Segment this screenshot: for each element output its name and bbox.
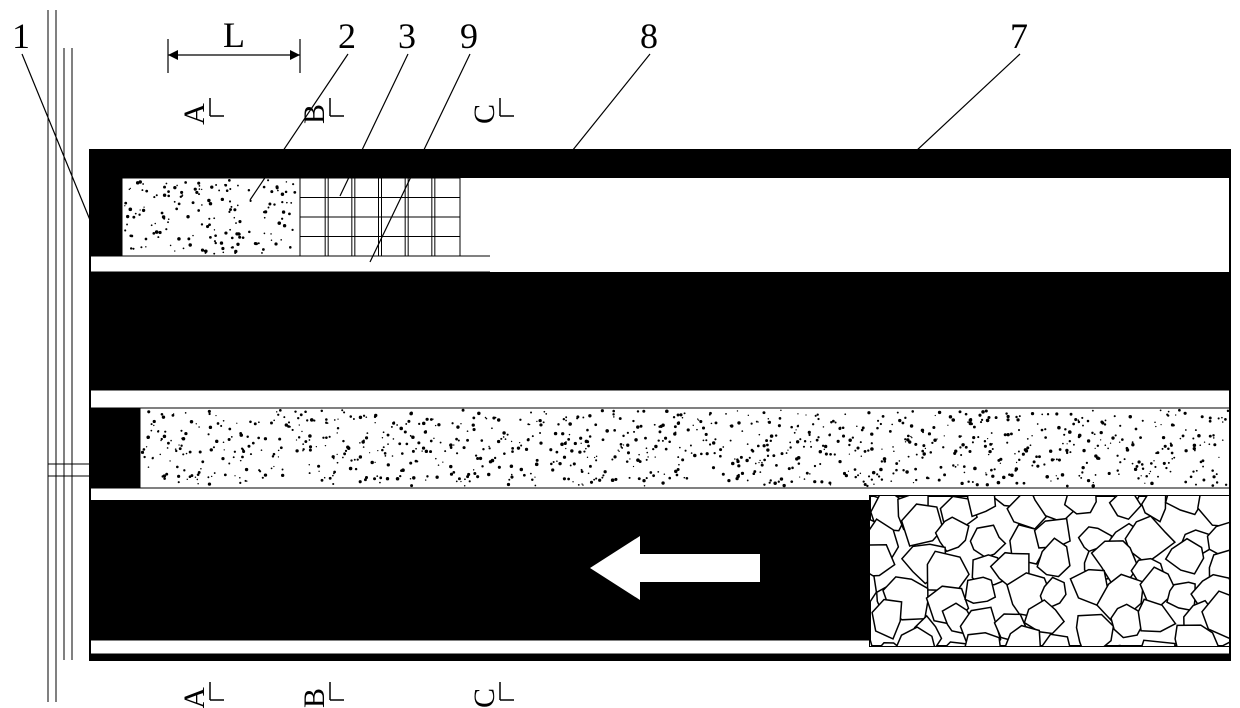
section-bot-label-B: B <box>298 688 331 708</box>
upper-white-channel <box>90 256 490 272</box>
long-dotted-band <box>140 408 1230 488</box>
left-black-col-upper <box>90 178 122 256</box>
callout-label-9: 9 <box>460 16 478 56</box>
callout-label-8: 8 <box>640 16 658 56</box>
callout-label-3: 3 <box>398 16 416 56</box>
upper-dotted-block <box>122 178 300 256</box>
section-top-label-C: C <box>468 104 501 124</box>
callout-label-2: 2 <box>338 16 356 56</box>
callout-label-1: 1 <box>12 16 30 56</box>
dim-L-label: L <box>223 15 245 55</box>
section-top-label-A: A <box>178 103 211 125</box>
mid-black-band <box>90 272 1230 390</box>
section-bot-label-A: A <box>178 687 211 708</box>
callout-label-7: 7 <box>1010 16 1028 56</box>
bottom-strip <box>90 654 1230 660</box>
left-black-heel <box>90 408 140 488</box>
top-black-bar <box>90 150 1230 178</box>
section-bot-label-C: C <box>468 688 501 708</box>
mid-white-gap <box>90 390 1230 408</box>
